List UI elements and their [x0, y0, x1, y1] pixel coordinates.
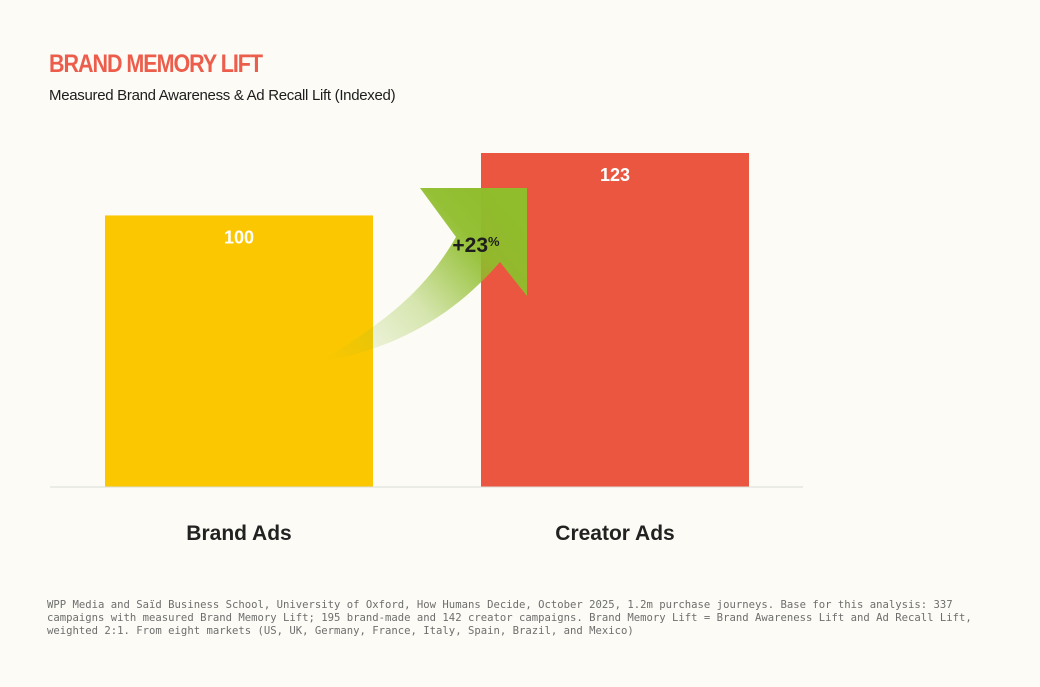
- category-label: Creator Ads: [555, 522, 674, 545]
- bars-layer: [105, 153, 749, 487]
- source-footnote: WPP Media and Saïd Business School, Univ…: [47, 599, 972, 637]
- lift-annotation: +23%: [452, 234, 500, 257]
- lift-arrow-icon: [320, 188, 527, 362]
- bar-chart: +23% 100 Brand Ads 123 Creator Ads: [50, 153, 803, 545]
- lift-percent-sign: %: [488, 234, 500, 249]
- chart-title: BRAND MEMORY LIFT: [49, 50, 263, 78]
- data-label: 123: [600, 165, 630, 185]
- data-label: 100: [224, 227, 254, 247]
- chart-subtitle: Measured Brand Awareness & Ad Recall Lif…: [49, 87, 396, 104]
- category-label: Brand Ads: [186, 522, 291, 545]
- labels-layer: 100 Brand Ads 123 Creator Ads: [186, 165, 674, 545]
- lift-value: +23: [452, 234, 488, 257]
- bar-brand-ads: [105, 215, 373, 487]
